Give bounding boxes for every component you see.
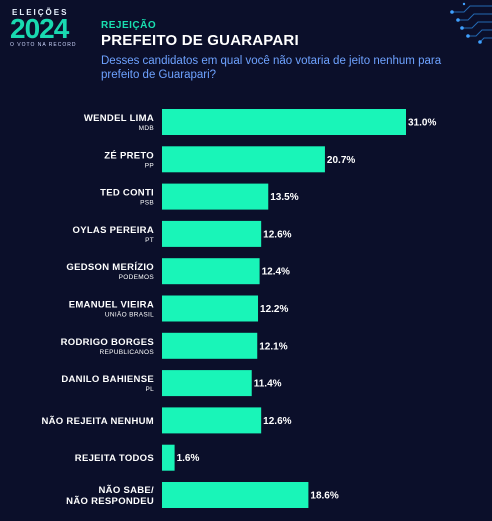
category-party-6: REPUBLICANOS — [99, 349, 154, 356]
logo-sub-text: O VOTO NA RECORD — [10, 42, 77, 48]
bar-8 — [162, 407, 262, 434]
value-label-6: 12.1% — [259, 341, 287, 352]
category-name-8: NÃO REJEITA NENHUM — [41, 416, 154, 427]
bar-10 — [162, 482, 309, 508]
category-party-1: PP — [145, 162, 154, 169]
category-party-0: MDB — [139, 125, 154, 132]
chart-title: PREFEITO DE GUARAPARI — [101, 32, 299, 49]
value-label-7: 11.4% — [254, 379, 282, 390]
bar-6 — [162, 332, 258, 359]
value-label-8: 12.6% — [263, 416, 291, 427]
circuit-decoration-icon — [450, 2, 492, 44]
category-party-3: PT — [145, 237, 154, 244]
category-party-4: PODEMOS — [119, 274, 155, 281]
value-label-0: 31.0% — [408, 118, 436, 129]
elections-2024-logo: ELEIÇÕES 2024 O VOTO NA RECORD — [10, 8, 96, 56]
chart-header: REJEIÇÃO PREFEITO DE GUARAPARI Desses ca… — [101, 20, 481, 82]
value-label-5: 12.2% — [260, 304, 288, 315]
category-name-3: OYLAS PEREIRA — [73, 225, 155, 236]
bar-0 — [162, 109, 406, 135]
value-label-2: 13.5% — [270, 192, 298, 203]
bar-7 — [162, 370, 252, 397]
category-name-10-line-1: NÃO RESPONDEU — [66, 496, 154, 507]
value-label-10: 18.6% — [310, 491, 338, 502]
category-party-7: PL — [145, 386, 154, 393]
chart-question: Desses candidatos em qual você não votar… — [101, 55, 442, 81]
chart-kicker: REJEIÇÃO — [101, 20, 157, 31]
logo-year: 2024 — [10, 13, 69, 44]
category-name-7: DANILO BAHIENSE — [61, 374, 154, 385]
bar-4 — [162, 258, 260, 285]
category-name-2: TED CONTI — [100, 188, 154, 199]
category-name-5: EMANUEL VIEIRA — [69, 300, 154, 311]
category-party-2: PSB — [140, 200, 154, 207]
category-name-4: GEDSON MERÍZIO — [66, 262, 154, 273]
category-name-9: REJEITA TODOS — [75, 453, 154, 464]
category-name-0: WENDEL LIMA — [84, 113, 154, 124]
bar-3 — [162, 220, 262, 247]
bar-9 — [162, 444, 175, 471]
category-name-10-line-0: NÃO SABE/ — [99, 485, 155, 496]
logo-top-text: ELEIÇÕES — [12, 8, 69, 17]
bar-1 — [162, 146, 325, 173]
category-party-5: UNIÃO BRASIL — [105, 310, 154, 319]
value-label-4: 12.4% — [262, 267, 290, 278]
value-label-9: 1.6% — [177, 453, 200, 464]
category-name-6: RODRIGO BORGES — [61, 337, 154, 348]
category-name-1: ZÉ PRETO — [104, 150, 154, 161]
bar-2 — [162, 183, 269, 210]
value-label-1: 20.7% — [327, 155, 355, 166]
value-label-3: 12.6% — [263, 229, 291, 240]
bar-5 — [162, 295, 259, 322]
